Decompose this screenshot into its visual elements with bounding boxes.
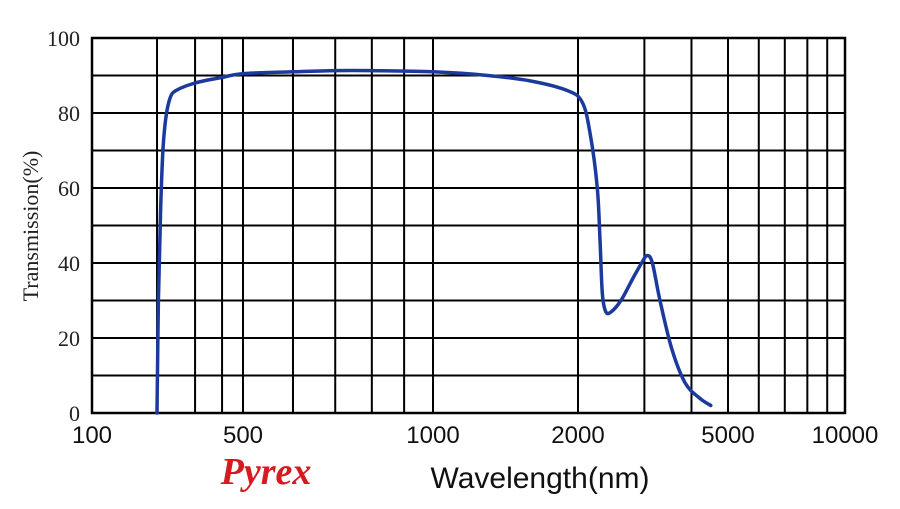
series-layer [155,68,713,415]
y-tick-label: 60 [58,176,80,201]
y-tick-label: 0 [69,401,80,426]
x-tick-label: 1000 [406,422,459,449]
y-tick-label: 40 [58,251,80,276]
x-tick-label: 500 [223,422,263,449]
y-axis-label: Transmission(%) [18,151,43,302]
chart-caption-pyrex: Pyrex [220,451,312,493]
x-tick-label: 5000 [701,422,754,449]
x-tick-labels: 100 500 1000 2000 5000 10000 [72,422,878,449]
x-tick-label: 2000 [551,422,604,449]
grid-layer [90,36,847,415]
x-tick-label: 100 [72,422,112,449]
transmission-series-line [155,68,713,415]
y-tick-labels: 0 20 40 60 80 100 [47,26,80,426]
x-axis-label: Wavelength(nm) [431,462,650,495]
y-tick-label: 20 [58,326,80,351]
y-tick-label: 100 [47,26,80,51]
x-tick-label: 10000 [812,422,879,449]
y-tick-label: 80 [58,101,80,126]
